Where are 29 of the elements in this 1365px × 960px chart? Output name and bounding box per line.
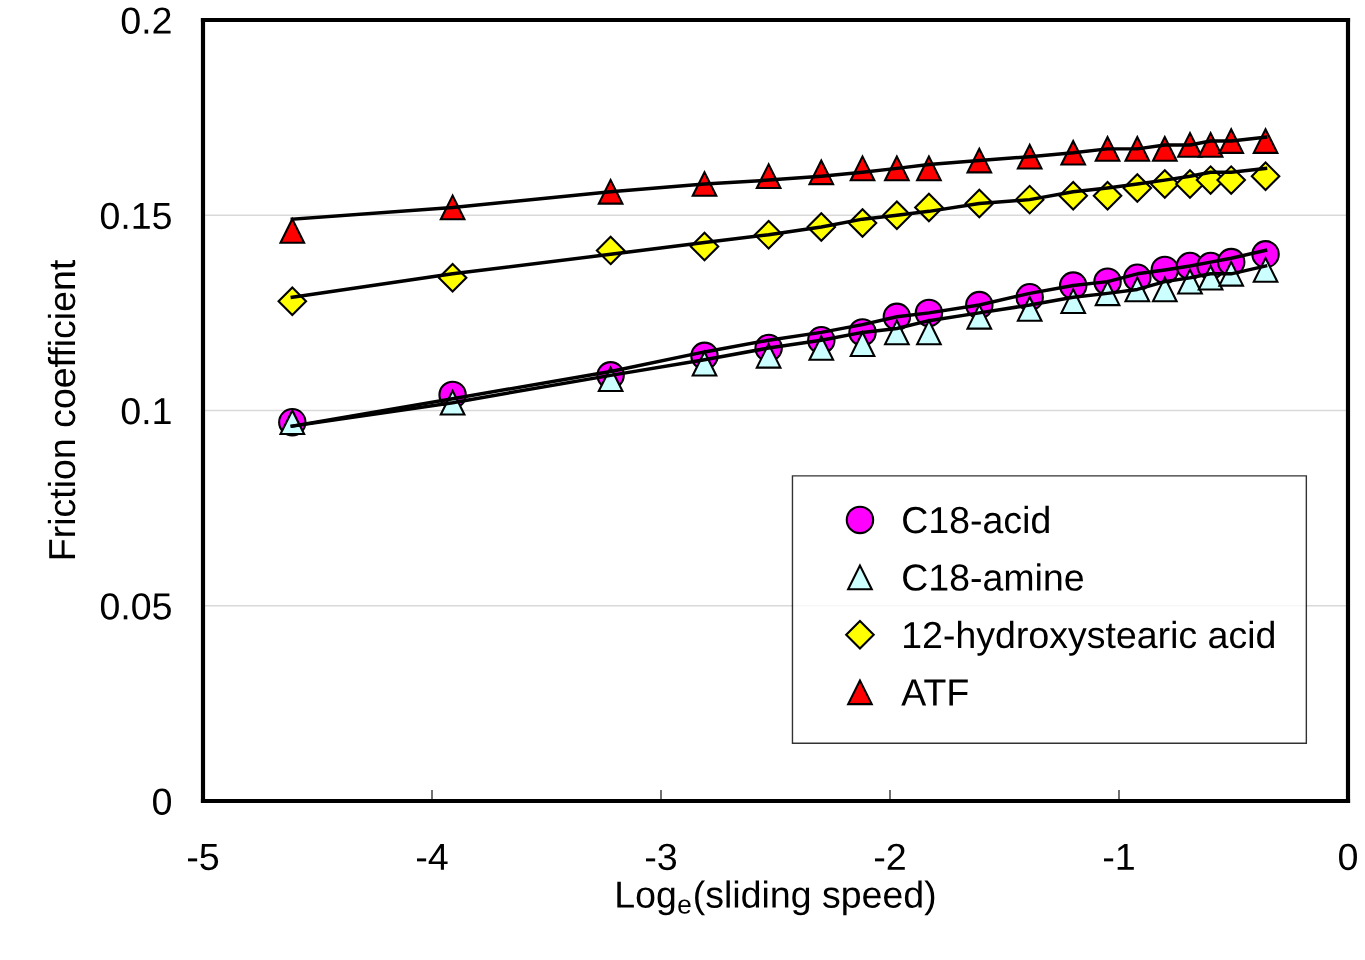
point [279, 218, 306, 244]
x-tick-label: -3 [645, 843, 677, 871]
point [277, 286, 308, 316]
y-tick-label: 0 [153, 788, 171, 815]
point [1216, 165, 1246, 195]
x-tick-label: -5 [187, 844, 219, 871]
x-axis-title: Log$_{e}$(sliding speed) [617, 880, 935, 916]
x-tick-label: -4 [416, 844, 448, 870]
point [916, 319, 942, 346]
point [1252, 257, 1279, 283]
point [849, 331, 876, 357]
point [1250, 161, 1281, 191]
legend-label: C18-amine [903, 563, 1083, 591]
point [755, 342, 782, 369]
x-tick-label: -2 [874, 843, 905, 870]
legend-label: C18-acid [903, 505, 1049, 534]
x-tick-label: -1 [1103, 844, 1134, 870]
x-tick-label: 0 [1339, 843, 1357, 871]
y-tick-label: 0.15 [100, 202, 171, 230]
y-axis-title: Friction coefficient [47, 260, 76, 559]
y-tick-label: 0.1 [121, 397, 171, 425]
y-tick-label: 0.2 [121, 7, 171, 34]
y-tick-label: 0.05 [100, 593, 171, 620]
point [1252, 128, 1279, 154]
point [808, 335, 835, 361]
point [1151, 276, 1178, 303]
legend-label: 12-hydroxystearic acid [904, 620, 1274, 656]
point [1016, 296, 1043, 322]
legend-label: ATF [901, 679, 968, 706]
